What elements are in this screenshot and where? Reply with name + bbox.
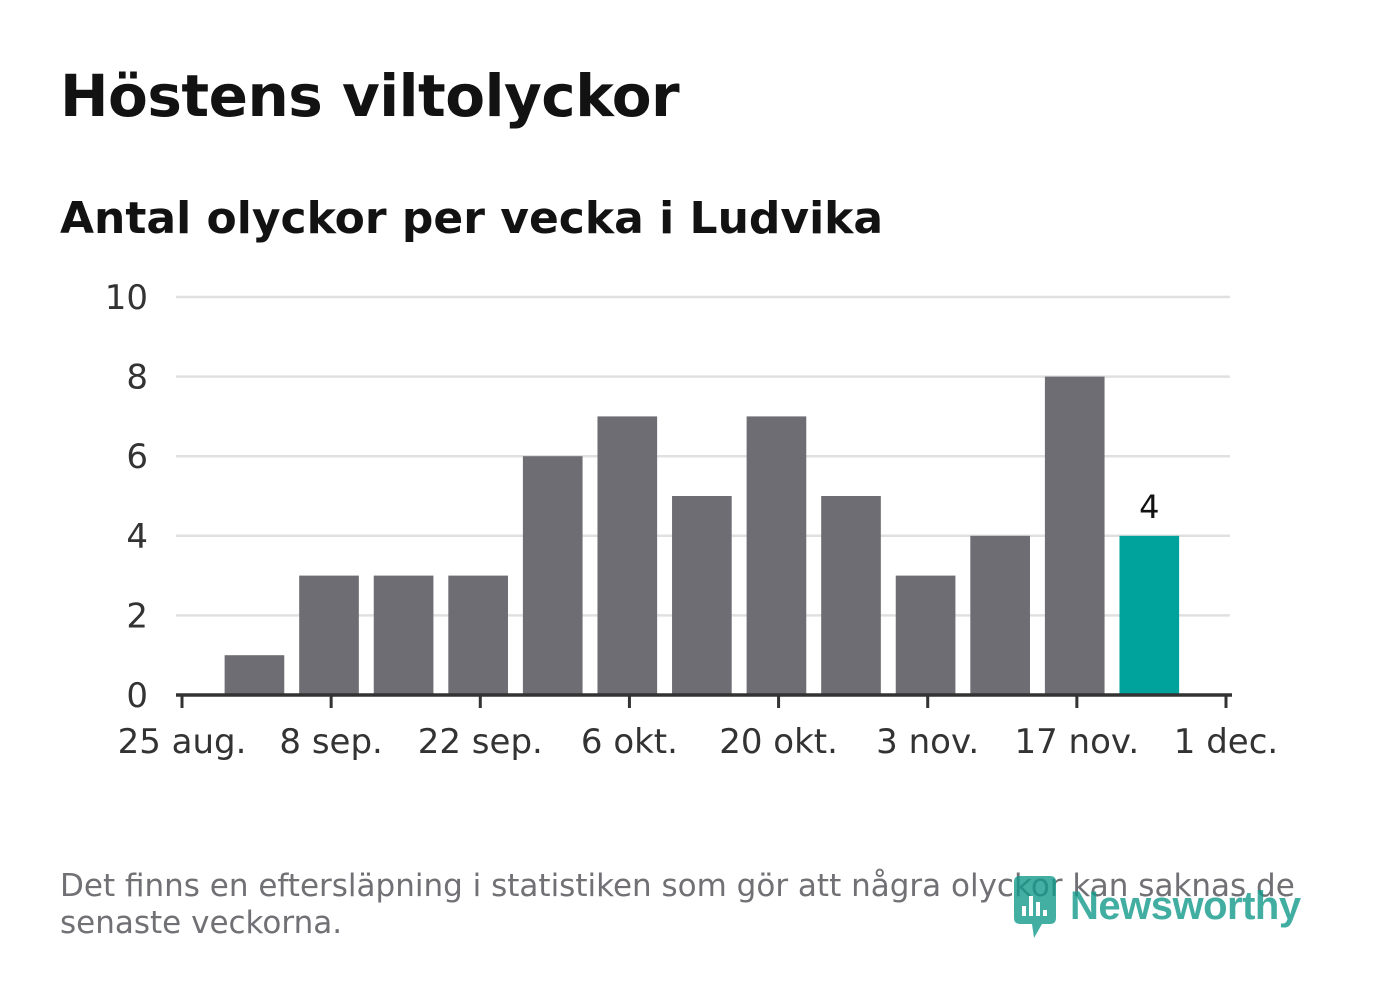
bar xyxy=(448,575,508,695)
x-tick-label: 17 nov. xyxy=(1014,722,1139,762)
data-label: 4 xyxy=(1139,488,1159,526)
footnote: Det finns en eftersläpning i statistiken… xyxy=(60,868,1295,941)
chart-subtitle: Antal olyckor per vecka i Ludvika xyxy=(60,193,884,244)
x-tick-label: 6 okt. xyxy=(581,722,678,762)
bar-chart: 0 2 4 6 8 10 4 25 aug. 8 sep. 22 sep. 6 okt. 20 okt… xyxy=(105,278,1278,762)
bar xyxy=(895,575,956,695)
y-tick-label: 0 xyxy=(126,676,148,716)
y-tick-label: 4 xyxy=(126,517,148,557)
bar xyxy=(597,416,658,695)
x-tick-label: 8 sep. xyxy=(279,722,382,762)
x-tick-label: 1 dec. xyxy=(1174,722,1278,762)
bar xyxy=(672,496,732,695)
x-tick-label: 22 sep. xyxy=(418,722,543,762)
newsworthy-logo-icon xyxy=(1014,876,1056,938)
bar xyxy=(373,575,434,695)
bar xyxy=(299,575,359,695)
chart-title: Höstens viltolyckor xyxy=(60,62,680,130)
x-tick-label: 20 okt. xyxy=(719,722,838,762)
x-tick-label: 3 nov. xyxy=(876,722,979,762)
y-tick-label: 6 xyxy=(126,437,148,477)
bar xyxy=(224,655,285,695)
brand-name: Newsworthy xyxy=(1070,883,1301,928)
y-tick-label: 10 xyxy=(105,278,148,318)
bar xyxy=(970,535,1030,695)
bar-highlight xyxy=(1119,535,1180,695)
y-tick-label: 8 xyxy=(126,358,148,398)
bar xyxy=(522,456,583,695)
x-tick-label: 25 aug. xyxy=(118,722,247,762)
y-tick-label: 2 xyxy=(126,596,148,636)
bar xyxy=(821,496,881,695)
bar xyxy=(746,416,807,695)
brand-logo: Newsworthy xyxy=(1010,872,1301,940)
bar xyxy=(1044,376,1105,695)
